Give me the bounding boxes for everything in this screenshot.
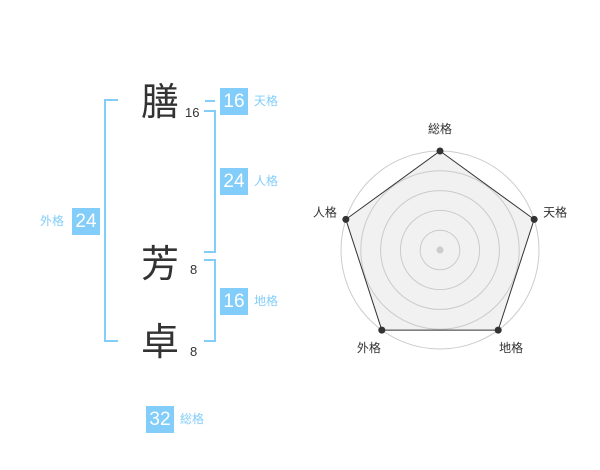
radar-point [378,326,386,334]
radar-ring [380,190,500,310]
soukaku-label: 総格 [180,412,205,426]
chikaku-label: 地格 [254,294,279,308]
radar-area [345,150,535,331]
jinkaku-label: 人格 [254,174,279,188]
jinkaku-value: 24 [220,168,248,195]
radar-axis-label: 天格 [543,205,567,220]
radar-ring [360,170,520,330]
stroke-count-3: 8 [190,344,198,359]
radar-point [530,215,538,223]
gaikaku-label: 外格 [40,214,65,228]
radar-center [436,246,444,254]
tenkaku-label: 天格 [254,94,279,108]
chikaku-value: 16 [220,288,248,315]
radar-point [342,215,350,223]
radar-ring [419,229,461,271]
name-char-2: 芳 [140,242,179,286]
stroke-count-1: 16 [185,105,200,120]
gaikaku-value: 24 [72,208,100,235]
name-char-3: 卓 [140,320,179,364]
name-char-1: 膳 [140,80,179,124]
tenkaku-value: 16 [220,88,248,115]
radar-ring [399,209,481,291]
radar-axis-label: 外格 [357,340,381,355]
tenkaku-bracket [205,100,215,102]
soukaku-value: 32 [146,406,174,433]
radar-point [494,326,502,334]
radar-axis-label: 人格 [313,205,337,220]
radar-point [436,147,444,155]
radar-axis-label: 地格 [499,340,523,355]
chikaku-bracket [204,259,216,342]
gaikaku-bracket [104,99,118,342]
jinkaku-bracket [204,110,216,253]
radar-axis-label: 総格 [428,121,452,136]
stroke-count-2: 8 [190,262,198,277]
